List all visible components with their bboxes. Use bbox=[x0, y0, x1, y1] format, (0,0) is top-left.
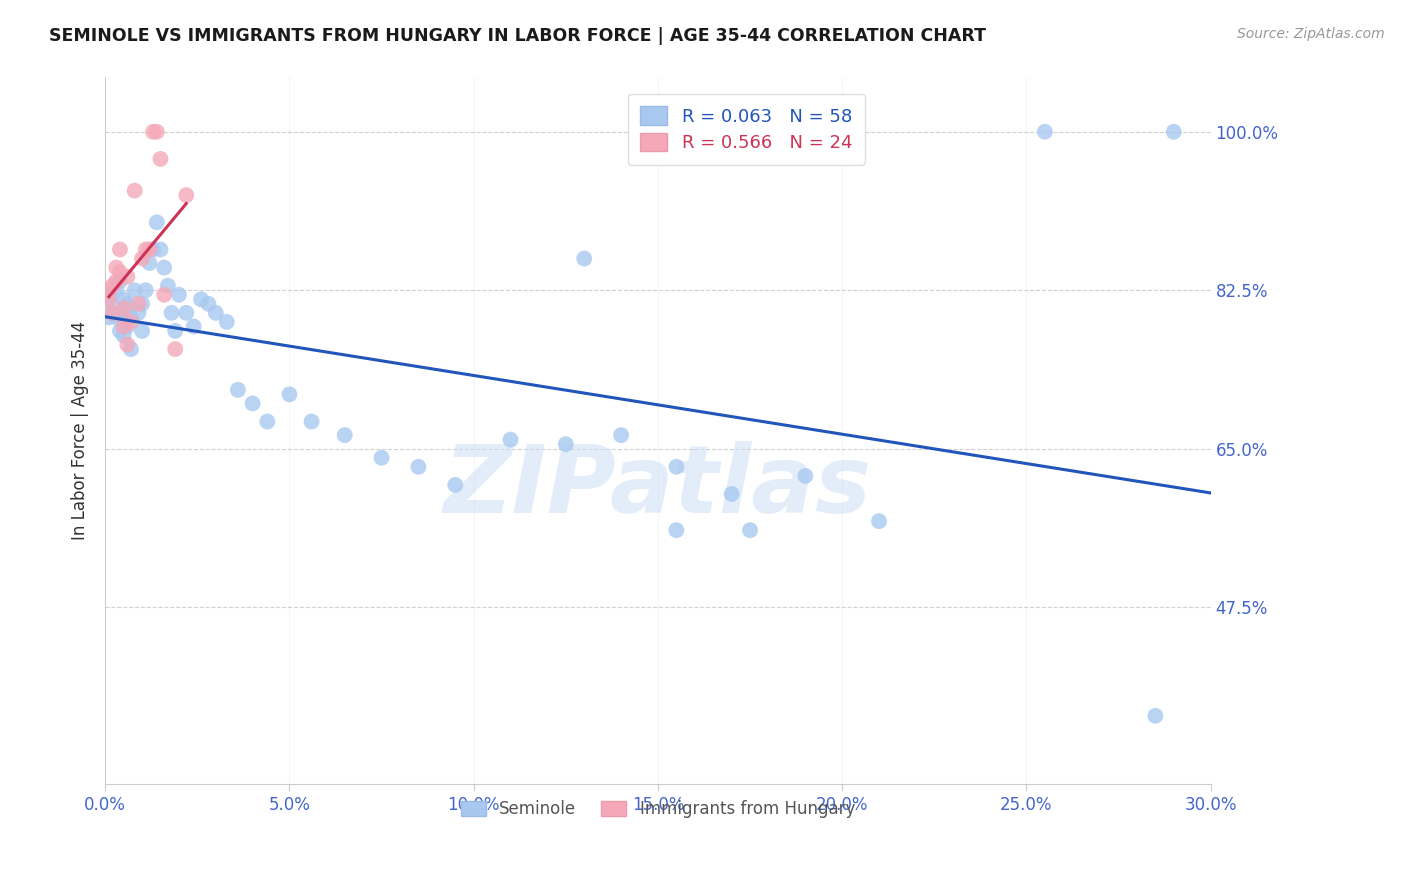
Point bbox=[156, 278, 179, 293]
Point bbox=[444, 478, 467, 492]
Point bbox=[105, 274, 128, 288]
Point bbox=[190, 293, 212, 307]
Point bbox=[153, 287, 176, 301]
Point bbox=[97, 287, 120, 301]
Point bbox=[242, 396, 264, 410]
Y-axis label: In Labor Force | Age 35-44: In Labor Force | Age 35-44 bbox=[72, 321, 89, 541]
Point bbox=[131, 324, 153, 338]
Point bbox=[160, 306, 183, 320]
Point bbox=[142, 125, 165, 139]
Point bbox=[127, 297, 149, 311]
Point bbox=[120, 342, 142, 356]
Point bbox=[105, 310, 128, 325]
Point bbox=[197, 297, 219, 311]
Point bbox=[204, 306, 226, 320]
Point bbox=[174, 306, 197, 320]
Point bbox=[153, 260, 176, 275]
Point bbox=[120, 310, 142, 325]
Point bbox=[131, 252, 153, 266]
Point bbox=[124, 184, 146, 198]
Point bbox=[112, 301, 135, 316]
Point bbox=[108, 274, 131, 288]
Point bbox=[101, 278, 124, 293]
Point bbox=[105, 260, 128, 275]
Point bbox=[1144, 708, 1167, 723]
Point bbox=[108, 324, 131, 338]
Point bbox=[97, 283, 120, 297]
Point bbox=[117, 337, 139, 351]
Point bbox=[138, 256, 160, 270]
Text: SEMINOLE VS IMMIGRANTS FROM HUNGARY IN LABOR FORCE | AGE 35-44 CORRELATION CHART: SEMINOLE VS IMMIGRANTS FROM HUNGARY IN L… bbox=[49, 27, 986, 45]
Point bbox=[278, 387, 301, 401]
Point bbox=[165, 342, 187, 356]
Point bbox=[720, 487, 742, 501]
Point bbox=[1163, 125, 1185, 139]
Point bbox=[131, 297, 153, 311]
Point bbox=[138, 243, 160, 257]
Point bbox=[370, 450, 392, 465]
Point bbox=[97, 310, 120, 325]
Point bbox=[101, 306, 124, 320]
Point bbox=[135, 243, 157, 257]
Point bbox=[738, 523, 761, 537]
Text: Source: ZipAtlas.com: Source: ZipAtlas.com bbox=[1237, 27, 1385, 41]
Point bbox=[142, 243, 165, 257]
Point bbox=[112, 310, 135, 325]
Point bbox=[112, 328, 135, 343]
Point bbox=[167, 287, 190, 301]
Point bbox=[101, 297, 124, 311]
Point bbox=[610, 428, 633, 442]
Point bbox=[183, 319, 205, 334]
Point bbox=[97, 293, 120, 307]
Point bbox=[333, 428, 356, 442]
Point bbox=[256, 415, 278, 429]
Point bbox=[149, 243, 172, 257]
Point bbox=[794, 468, 817, 483]
Point bbox=[149, 152, 172, 166]
Point bbox=[108, 306, 131, 320]
Point bbox=[127, 306, 149, 320]
Point bbox=[108, 265, 131, 279]
Point bbox=[226, 383, 249, 397]
Point bbox=[105, 283, 128, 297]
Point bbox=[301, 415, 323, 429]
Point bbox=[112, 293, 135, 307]
Text: ZIPatlas: ZIPatlas bbox=[444, 441, 872, 533]
Point bbox=[574, 252, 596, 266]
Point bbox=[120, 315, 142, 329]
Point bbox=[215, 315, 238, 329]
Point bbox=[665, 523, 688, 537]
Point bbox=[112, 319, 135, 334]
Point bbox=[117, 297, 139, 311]
Point bbox=[868, 514, 890, 528]
Point bbox=[554, 437, 576, 451]
Point bbox=[117, 269, 139, 284]
Point bbox=[108, 243, 131, 257]
Point bbox=[665, 459, 688, 474]
Point bbox=[135, 283, 157, 297]
Point bbox=[408, 459, 430, 474]
Point bbox=[124, 283, 146, 297]
Point bbox=[146, 125, 169, 139]
Point bbox=[101, 306, 124, 320]
Point bbox=[499, 433, 522, 447]
Point bbox=[1033, 125, 1056, 139]
Point bbox=[117, 319, 139, 334]
Legend: Seminole, Immigrants from Hungary: Seminole, Immigrants from Hungary bbox=[454, 794, 862, 825]
Point bbox=[174, 188, 197, 202]
Point bbox=[165, 324, 187, 338]
Point bbox=[146, 215, 169, 229]
